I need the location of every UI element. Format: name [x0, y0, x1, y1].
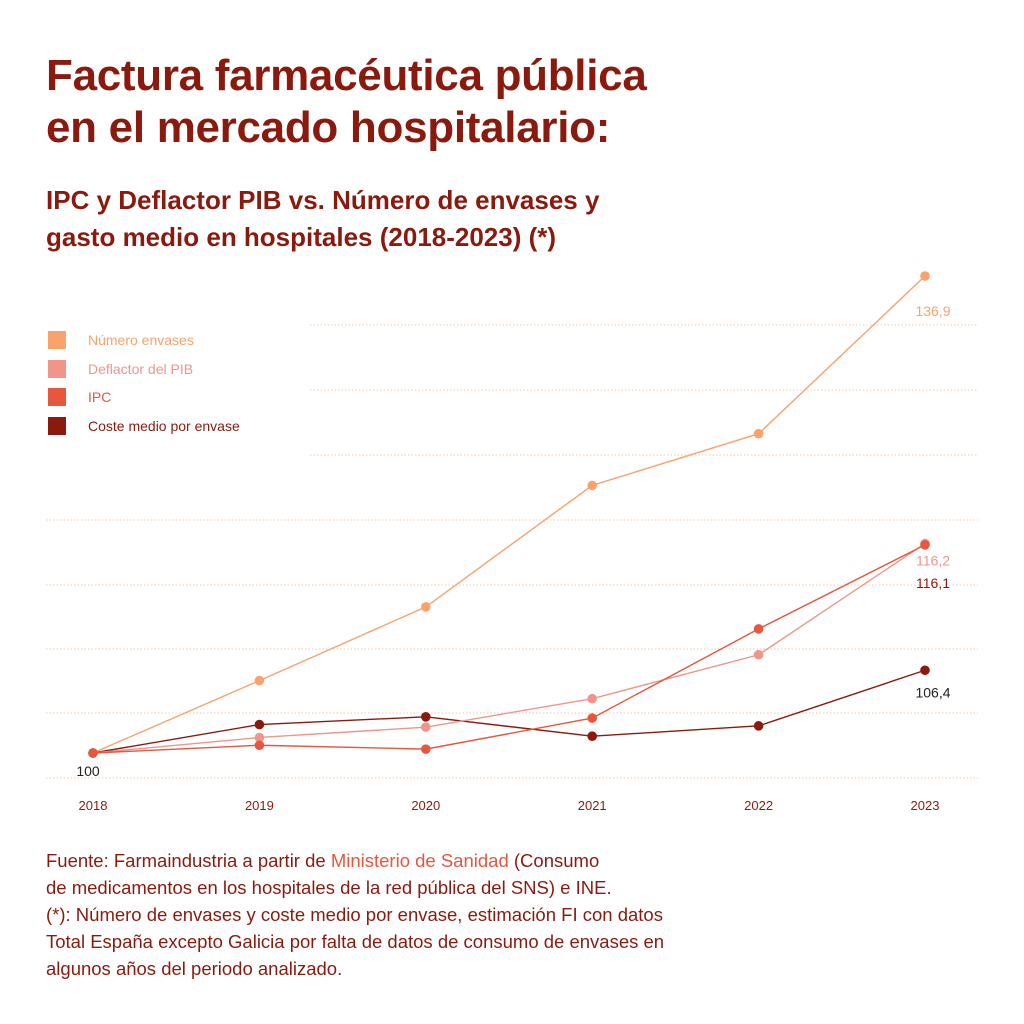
series-line-ipc	[92, 544, 926, 754]
end-label-ipc: 116,1	[916, 575, 950, 591]
series-line-numero_envases	[92, 275, 926, 754]
data-point-deflactor	[753, 649, 764, 660]
x-tick-label: 2018	[79, 798, 108, 813]
start-label: 100	[76, 763, 100, 779]
data-point-coste	[421, 712, 431, 722]
chart-legend: Número envases Deflactor del PIB IPC Cos…	[48, 326, 240, 440]
legend-item-ipc: IPC	[48, 383, 240, 412]
x-tick-label: 2019	[245, 798, 274, 813]
data-point-ipc	[920, 540, 930, 550]
end-label-numero_envases: 136,9	[915, 303, 950, 319]
legend-swatch	[48, 416, 66, 435]
data-point-coste	[587, 731, 597, 741]
end-label-coste: 106,4	[915, 684, 950, 700]
data-point-coste	[753, 721, 764, 731]
x-tick-label: 2023	[911, 798, 940, 813]
source-line-2: de medicamentos en los hospitales de la …	[46, 877, 612, 898]
data-point-coste	[920, 665, 930, 676]
data-point-coste	[254, 719, 265, 730]
page-title: Factura farmacéutica pública en el merca…	[46, 50, 946, 154]
chart-subtitle: IPC y Deflactor PIB vs. Número de envase…	[46, 182, 946, 256]
subtitle-line-2: gasto medio en hospitales (2018-2023) (*…	[46, 222, 557, 252]
title-line-2: en el mercado hospitalario:	[46, 103, 611, 152]
legend-swatch	[48, 388, 66, 407]
x-tick-label: 2022	[744, 798, 773, 813]
legend-swatch	[48, 331, 66, 350]
series-line-deflactor	[92, 543, 926, 754]
x-tick-label: 2020	[411, 798, 440, 813]
end-label-deflactor: 116,2	[916, 553, 950, 569]
source-note: Fuente: Farmaindustria a partir de Minis…	[46, 847, 976, 901]
legend-label: Número envases	[88, 332, 194, 349]
source-suffix: (Consumo	[508, 850, 600, 871]
data-point-ipc	[753, 624, 764, 634]
data-point-numero_envases	[920, 271, 930, 281]
data-point-numero_envases	[421, 602, 431, 612]
legend-item-deflactor: Deflactor del PIB	[48, 355, 240, 384]
data-point-ipc	[421, 744, 431, 754]
legend-label: Deflactor del PIB	[88, 360, 194, 377]
title-line-1: Factura farmacéutica pública	[46, 51, 647, 100]
x-tick-label: 2021	[578, 798, 607, 813]
data-point-ipc	[254, 740, 265, 751]
data-point-deflactor	[421, 722, 431, 732]
data-point-deflactor	[254, 732, 265, 743]
legend-label: IPC	[88, 389, 112, 406]
source-prefix: Fuente: Farmaindustria a partir de	[46, 850, 331, 871]
data-point-numero_envases	[587, 480, 597, 491]
subtitle-line-1: IPC y Deflactor PIB vs. Número de envase…	[46, 185, 600, 215]
legend-item-numero-envases: Número envases	[48, 326, 240, 355]
data-point-numero_envases	[753, 428, 764, 439]
legend-item-coste: Coste medio por envase	[48, 412, 240, 441]
legend-label: Coste medio por envase	[88, 417, 240, 434]
data-point-ipc	[88, 748, 98, 758]
footnote-line-1: (*): Número de envases y coste medio por…	[46, 904, 663, 925]
footnote-line-2: Total España excepto Galicia por falta d…	[46, 931, 665, 952]
data-point-ipc	[587, 713, 597, 723]
footnote-line-3: algunos años del periodo analizado.	[46, 958, 343, 979]
source-link[interactable]: Ministerio de Sanidad	[330, 850, 509, 871]
footnote: (*): Número de envases y coste medio por…	[46, 901, 976, 982]
legend-swatch	[48, 359, 66, 378]
data-point-numero_envases	[254, 675, 265, 686]
data-point-deflactor	[587, 693, 597, 704]
series-line-coste	[92, 669, 926, 754]
